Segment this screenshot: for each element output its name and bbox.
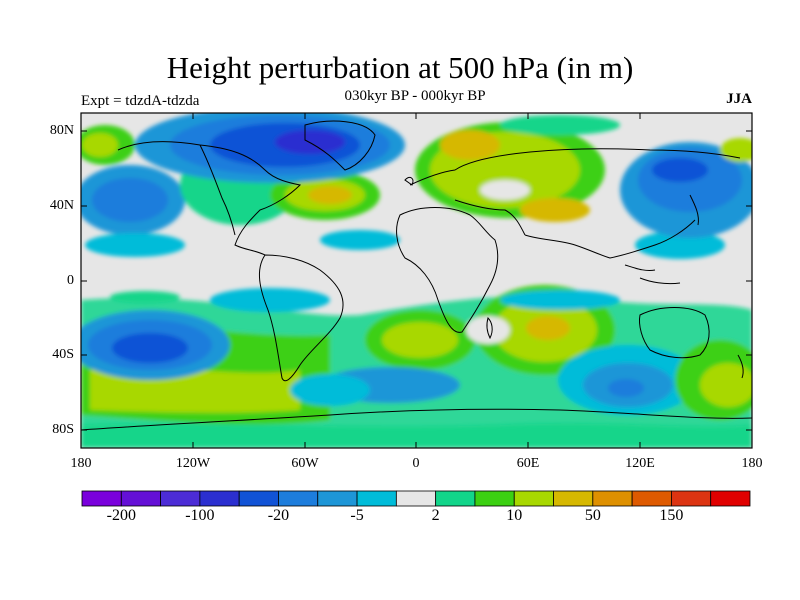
colorbar-label: -200 <box>106 507 136 524</box>
coastline-eurasia <box>409 148 741 186</box>
colorbar-label: 50 <box>584 507 601 524</box>
y-tick-label: 0 <box>67 273 74 288</box>
colorbar-swatch <box>278 490 319 507</box>
x-tick-label: 120W <box>175 456 211 471</box>
colorbar-swatch <box>199 490 240 507</box>
map-title: Height perturbation at 500 hPa (in m) <box>166 50 634 85</box>
period-label: 030kyr BP - 000kyr BP <box>344 88 486 104</box>
colorbar-swatch <box>356 490 397 507</box>
colorbar-swatch <box>160 490 201 507</box>
colorbar-swatch <box>238 490 279 507</box>
colorbar-label: 10 <box>506 507 523 524</box>
x-tick-label: 60W <box>291 456 319 471</box>
colorbar-label: -100 <box>185 507 215 524</box>
colorbar-swatch <box>120 490 161 507</box>
colorbar-swatch <box>671 490 712 507</box>
colorbar-swatch <box>553 490 594 507</box>
experiment-label: Expt = tdzdA-tdzda <box>81 93 200 109</box>
colorbar-swatch <box>317 490 358 507</box>
y-tick-label: 80N <box>49 123 74 138</box>
colorbar-swatch <box>513 490 554 507</box>
contour-field <box>81 113 752 448</box>
coastline-africa <box>396 207 499 333</box>
coastline-south-america <box>258 254 344 382</box>
colorbar-label: 150 <box>659 507 684 524</box>
x-tick-label: 180 <box>70 456 92 471</box>
coastline-antarctica <box>81 408 752 431</box>
colorbar-label: 2 <box>431 507 440 524</box>
colorbar-swatch <box>435 490 476 507</box>
colorbar-label: -5 <box>350 507 364 524</box>
colorbar <box>81 490 751 507</box>
x-tick-label: 180 <box>741 456 763 471</box>
colorbar-swatch <box>631 490 672 507</box>
x-tick-label: 60E <box>516 456 540 471</box>
coastline-north-america <box>117 141 302 256</box>
x-tick-label: 120E <box>625 456 655 471</box>
coastline-australia <box>639 307 710 359</box>
y-tick-label: 40S <box>52 347 74 362</box>
colorbar-swatch <box>395 490 437 507</box>
axis-ticks <box>81 113 752 448</box>
x-tick-label: 0 <box>412 456 420 471</box>
season-label: JJA <box>726 91 752 107</box>
colorbar-swatch <box>474 490 515 507</box>
colorbar-swatch <box>710 490 751 507</box>
colorbar-swatch <box>592 490 633 507</box>
coastline-greenland <box>304 120 376 171</box>
colorbar-label: -20 <box>267 507 290 524</box>
y-tick-label: 80S <box>52 422 74 437</box>
colorbar-swatch <box>81 490 122 507</box>
y-tick-label: 40N <box>49 198 74 213</box>
coastlines <box>81 120 752 431</box>
